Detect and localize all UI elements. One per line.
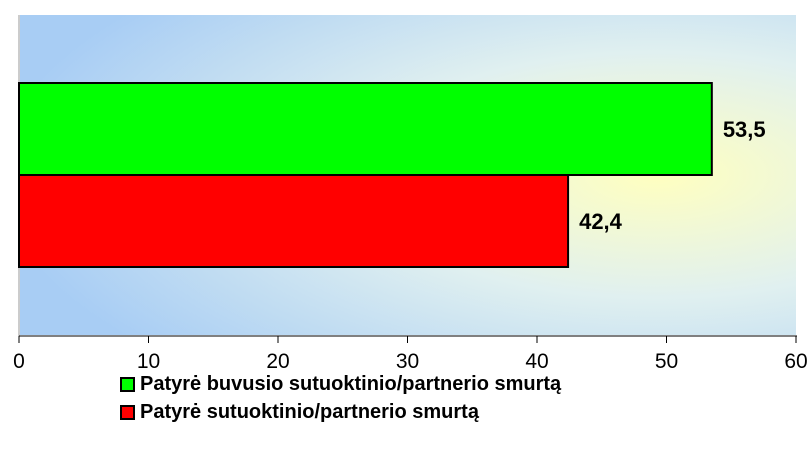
bar-1 — [18, 82, 713, 176]
data-label-1: 53,5 — [723, 117, 766, 142]
data-label-2: 42,4 — [579, 209, 623, 234]
legend: Patyrė buvusio sutuoktinio/partnerio smu… — [120, 370, 561, 426]
legend-item-series-2: Patyrė sutuoktinio/partnerio smurtą — [120, 398, 561, 426]
bar-2 — [18, 174, 570, 268]
x-tick-label-3: 30 — [396, 350, 419, 373]
legend-label-series-2: Patyrė sutuoktinio/partnerio smurtą — [140, 400, 479, 423]
x-tick-label-0: 0 — [13, 350, 25, 373]
legend-swatch-green — [120, 376, 135, 392]
x-tick-label-2: 20 — [266, 350, 289, 373]
x-tick-label-5: 50 — [655, 350, 678, 373]
legend-swatch-red — [120, 404, 135, 420]
legend-label-series-1: Patyrė buvusio sutuoktinio/partnerio smu… — [140, 372, 562, 395]
legend-item-series-1: Patyrė buvusio sutuoktinio/partnerio smu… — [120, 370, 561, 398]
x-tick-label-1: 10 — [137, 350, 160, 373]
x-tick-label-4: 40 — [525, 350, 548, 373]
x-tick-label-6: 60 — [784, 350, 807, 373]
